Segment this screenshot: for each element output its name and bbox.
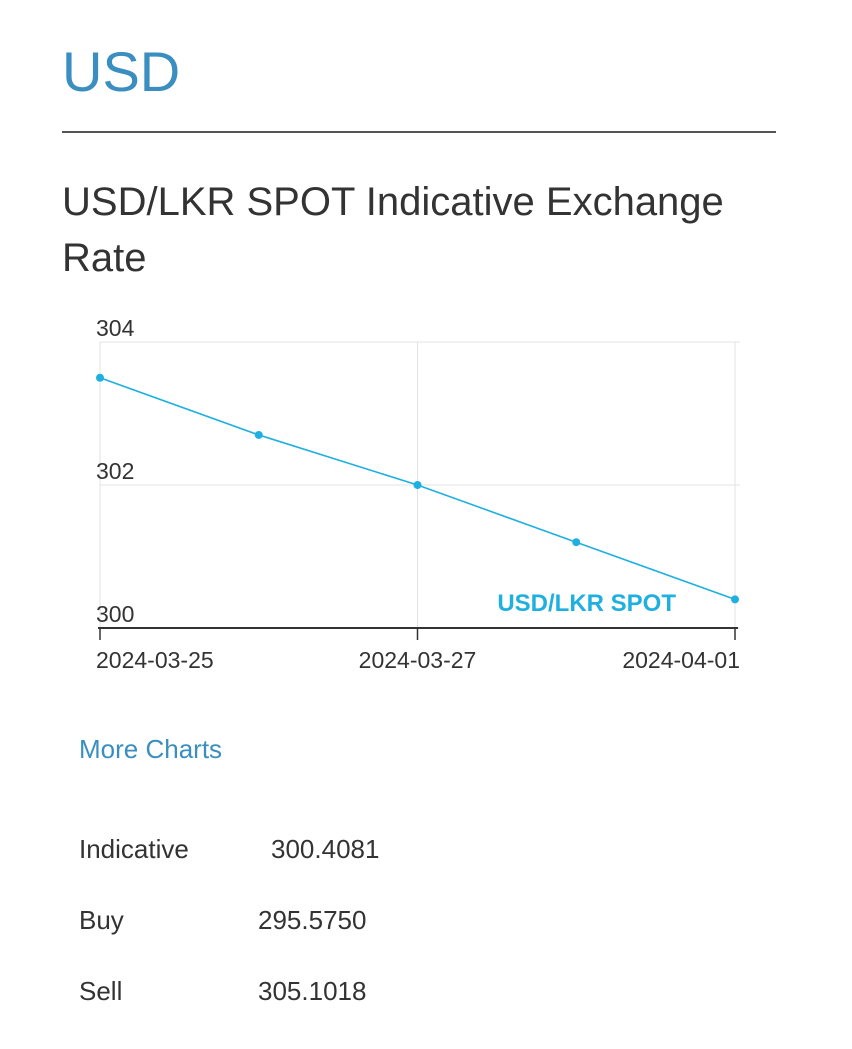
rate-value: 295.5750 (258, 905, 367, 935)
y-tick-label: 302 (96, 458, 134, 484)
data-point (731, 595, 739, 604)
x-tick-label: 2024-04-01 (622, 647, 740, 673)
rate-value: 305.1018 (258, 976, 367, 1006)
rate-label: Buy (79, 905, 124, 935)
currency-heading: USD (62, 40, 181, 103)
data-point (572, 538, 581, 547)
chart-labels: 2024-03-25 2024-03-27 2024-04-01 304 302 300 U… (96, 315, 740, 673)
rate-label: Sell (79, 976, 123, 1006)
rate-value: 300.4081 (271, 834, 380, 864)
y-tick-label: 300 (96, 601, 134, 627)
data-point (413, 481, 422, 489)
more-charts-link[interactable]: More Charts (79, 734, 223, 764)
chart-axes (98, 627, 738, 640)
series-label: USD/LKR SPOT (497, 590, 676, 617)
rate-label: Indicative (79, 834, 189, 864)
y-tick-label: 304 (96, 315, 135, 341)
data-point (96, 373, 104, 382)
data-point (254, 430, 263, 439)
x-tick-label: 2024-03-25 (96, 647, 214, 673)
x-tick-label: 2024-03-27 (359, 647, 477, 673)
heading-divider (62, 131, 776, 133)
chart-series (96, 373, 739, 604)
chart-title: USD/LKR SPOT Indicative Exchange Rate (62, 180, 724, 280)
exchange-rate-chart: 2024-03-25 2024-03-27 2024-04-01 304 302 300 U… (96, 315, 740, 673)
